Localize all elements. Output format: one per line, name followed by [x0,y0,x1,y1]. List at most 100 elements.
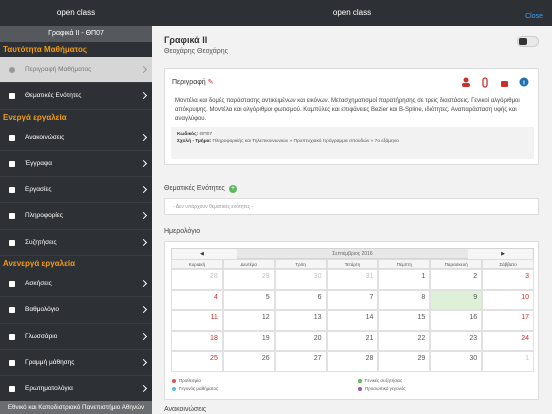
day-cell[interactable]: 31 [326,269,379,290]
legend-label: Προσωπικό γεγονός [365,386,406,391]
day-cell[interactable]: 17 [482,310,534,331]
chevron [139,280,148,288]
day-cell[interactable]: 1 [378,269,431,290]
day-cell[interactable]: 13 [274,310,327,331]
menu-item[interactable]: Έγγραφα [0,151,152,178]
announcements-title: Ανακοινώσεις [164,406,207,413]
users-icon-body [462,83,470,87]
day-cell[interactable]: 8 [378,289,431,311]
day-cell[interactable]: 28 [326,351,379,372]
menu-item[interactable]: Γραμμή μάθησης [0,350,152,377]
menu-item[interactable]: Ασκήσεις [0,271,152,298]
legend-swatch [172,378,176,383]
menu-label: Περιγραφή Μαθήματος [25,66,92,73]
menu-icon [9,67,15,73]
menu-item[interactable]: Βαθμολόγιο [0,297,152,324]
menu-label: Πληροφορίες [25,212,63,220]
menu-icon [9,160,15,167]
day-cell[interactable]: 22 [378,330,431,352]
toggle[interactable] [517,36,539,47]
day-cell[interactable]: 23 [430,330,483,352]
units-title: Θεματικές Ενότητες [164,185,225,192]
day-cell[interactable]: 10 [482,289,534,311]
menu-icon [9,134,15,141]
day-cell[interactable]: 6 [274,289,327,311]
day-cell[interactable]: 26 [222,351,275,372]
menu-icon [9,213,15,220]
info-icon[interactable] [519,77,529,87]
day-cell[interactable]: 7 [326,289,379,311]
chevron [139,212,148,220]
legend-item: Προθεσμία [172,378,201,383]
day-cell[interactable]: 12 [222,310,275,331]
day-cell[interactable]: 30 [430,351,483,372]
day-cell[interactable]: 28 [171,269,223,290]
menu-item[interactable]: Ερωτηματολόγια [0,376,152,403]
menu: Ταυτότητα Μαθήματος Περιγραφή Μαθήματος Θε… [0,42,152,403]
day-cell[interactable]: 25 [171,351,223,372]
users-icon[interactable] [463,77,469,83]
institution: Εθνικό και Καποδιστριακό Πανεπιστήμιο Αθ… [0,401,152,414]
menu-label: Συζητήσεις [25,238,57,246]
section-title: Ενεργά εργαλεία [0,109,152,125]
edit-icon[interactable]: ✎ [207,79,214,86]
course-title: Γραφικά ΙΙ [164,35,208,45]
chevron [139,358,148,367]
attach-icon[interactable] [482,77,488,88]
menu-label: Ανακοινώσεις [25,133,65,141]
day-cell[interactable]: 1 [482,351,534,372]
menu-item[interactable]: Περιγραφή Μαθήματος [0,57,152,84]
calendar-nav: ◀ Σεπτέμβριος 2016 ▶ [171,248,534,259]
menu-icon [9,333,15,340]
day-cell[interactable]: 4 [171,289,223,311]
day-cell[interactable]: 11 [171,310,223,331]
menu-icon [9,187,15,194]
day-cell[interactable]: 16 [430,310,483,331]
day-cell[interactable]: 29 [222,269,275,290]
code: ΘΠ07 [199,132,213,137]
next-month[interactable]: ▶ [468,249,533,259]
day-cell[interactable]: 19 [222,330,275,352]
day-cell[interactable]: 5 [222,289,275,311]
lock-icon[interactable] [501,81,508,87]
day-cell[interactable]: 9 [430,289,483,311]
day-cell[interactable]: 18 [171,330,223,352]
day-cell[interactable]: 21 [326,330,379,352]
weekday: Δευτέρα [222,259,275,269]
description-text: Μοντέλα και δομές παράστασης αντικειμένω… [175,98,520,122]
menu-item[interactable]: Ανακοινώσεις [0,125,152,151]
top-logo: open class [152,0,552,26]
action-icons: i [462,77,529,88]
chevron [139,332,148,340]
add-unit[interactable]: + [229,185,237,193]
course-header: Γραφικά ΙΙ - ΘΠ07 [0,26,152,42]
legend-item: Γενικές συζητήσεις [358,378,402,383]
menu-item[interactable]: Θεματικές Ενότητες [0,83,152,110]
menu-item[interactable]: Γλωσσάριο [0,324,152,350]
day-cell[interactable]: 24 [482,330,534,352]
legend-item: Γεγονός μαθήματος [172,386,218,391]
chevron [139,186,148,194]
close-button[interactable]: Close [525,13,543,20]
prev-month[interactable]: ◀ [172,249,237,259]
day-cell[interactable]: 30 [274,269,327,290]
day-cell[interactable]: 29 [378,351,431,372]
day-cell[interactable]: 2 [430,269,483,290]
chevron [139,306,148,314]
course-info: Κωδικός: ΘΠ07 Σχολή - Τμήμα: Πληροφορική… [171,127,534,159]
menu-icon [9,281,15,288]
menu-item[interactable]: Συζητήσεις [0,230,152,257]
menu-item[interactable]: Πληροφορίες [0,203,152,230]
menu-label: Εργασίες [25,186,52,194]
day-cell[interactable]: 14 [326,310,379,331]
logo-text: open class [332,8,372,17]
info-glyph: i [523,81,525,87]
day-cell[interactable]: 27 [274,351,327,372]
day-cell[interactable]: 15 [378,310,431,331]
day-cell[interactable]: 3 [482,269,534,290]
day-cell[interactable]: 20 [274,330,327,352]
menu-label: Βαθμολόγιο [25,306,60,314]
menu-item[interactable]: Εργασίες [0,177,152,204]
legend-item: Προσωπικό γεγονός [358,386,406,391]
